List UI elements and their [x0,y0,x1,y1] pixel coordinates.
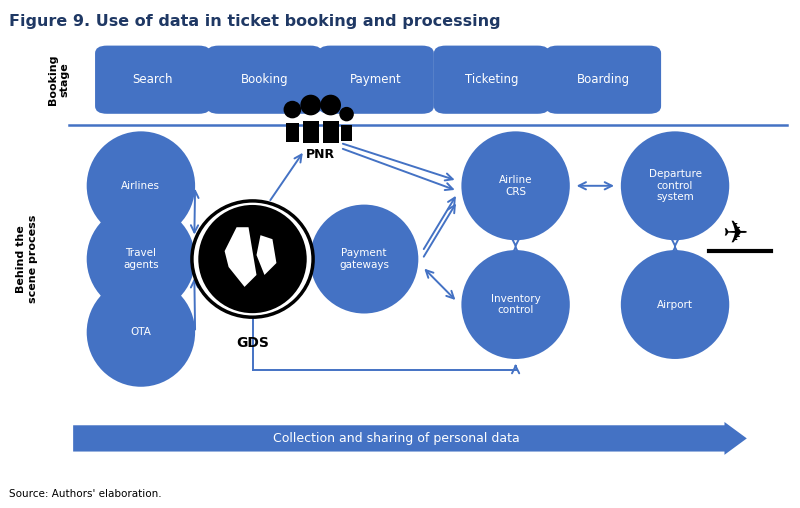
Text: Airline
CRS: Airline CRS [499,175,532,197]
Text: Ticketing: Ticketing [465,73,518,86]
Text: OTA: OTA [130,327,151,337]
Text: PNR: PNR [306,148,335,161]
Text: Inventory
control: Inventory control [490,294,541,315]
Ellipse shape [621,132,730,240]
Ellipse shape [621,250,730,359]
Ellipse shape [283,101,301,118]
FancyBboxPatch shape [286,123,299,142]
Text: Behind the
scene process: Behind the scene process [16,215,38,303]
FancyBboxPatch shape [206,46,322,114]
Text: Boarding: Boarding [577,73,630,86]
Ellipse shape [462,132,570,240]
Ellipse shape [320,94,341,115]
FancyBboxPatch shape [434,46,550,114]
Text: Collection and sharing of personal data: Collection and sharing of personal data [273,432,519,445]
Text: Figure 9. Use of data in ticket booking and processing: Figure 9. Use of data in ticket booking … [10,14,501,29]
FancyBboxPatch shape [302,121,318,143]
Ellipse shape [192,201,313,317]
Ellipse shape [86,132,195,240]
FancyArrow shape [73,422,746,455]
Text: Airlines: Airlines [122,181,161,191]
Text: ✈: ✈ [722,219,747,248]
Text: Payment
gateways: Payment gateways [339,248,389,270]
Ellipse shape [86,205,195,313]
Polygon shape [225,227,257,287]
Text: GDS: GDS [236,336,269,350]
Ellipse shape [462,250,570,359]
Ellipse shape [198,205,306,313]
FancyBboxPatch shape [318,46,434,114]
FancyBboxPatch shape [546,46,661,114]
FancyBboxPatch shape [341,125,352,141]
Ellipse shape [310,205,418,313]
Text: Airport: Airport [657,300,693,309]
Text: Booking
stage: Booking stage [48,54,70,105]
Text: Search: Search [133,73,173,86]
Ellipse shape [339,107,354,121]
Text: Departure
control
system: Departure control system [649,169,702,202]
Ellipse shape [300,94,321,115]
Polygon shape [257,235,277,275]
FancyBboxPatch shape [95,46,210,114]
Text: Booking: Booking [241,73,288,86]
Text: Payment: Payment [350,73,402,86]
Ellipse shape [86,278,195,387]
Text: Source: Authors' elaboration.: Source: Authors' elaboration. [10,489,162,499]
FancyBboxPatch shape [322,121,338,143]
Text: Travel
agents: Travel agents [123,248,158,270]
